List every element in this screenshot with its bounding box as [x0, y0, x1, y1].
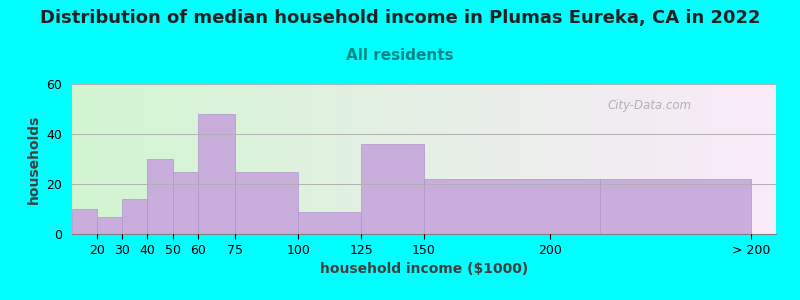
- Bar: [600, 179, 751, 234]
- Bar: [173, 172, 198, 234]
- Bar: [198, 114, 235, 234]
- Bar: [298, 212, 361, 234]
- Text: Distribution of median household income in Plumas Eureka, CA in 2022: Distribution of median household income …: [40, 9, 760, 27]
- Y-axis label: households: households: [27, 114, 41, 204]
- Text: All residents: All residents: [346, 48, 454, 63]
- Bar: [147, 159, 173, 234]
- X-axis label: household income ($1000): household income ($1000): [320, 262, 528, 276]
- Bar: [72, 209, 97, 234]
- Text: City-Data.com: City-Data.com: [607, 99, 691, 112]
- Bar: [424, 179, 600, 234]
- Bar: [235, 172, 298, 234]
- Bar: [361, 144, 424, 234]
- Bar: [97, 217, 122, 234]
- Bar: [122, 199, 147, 234]
